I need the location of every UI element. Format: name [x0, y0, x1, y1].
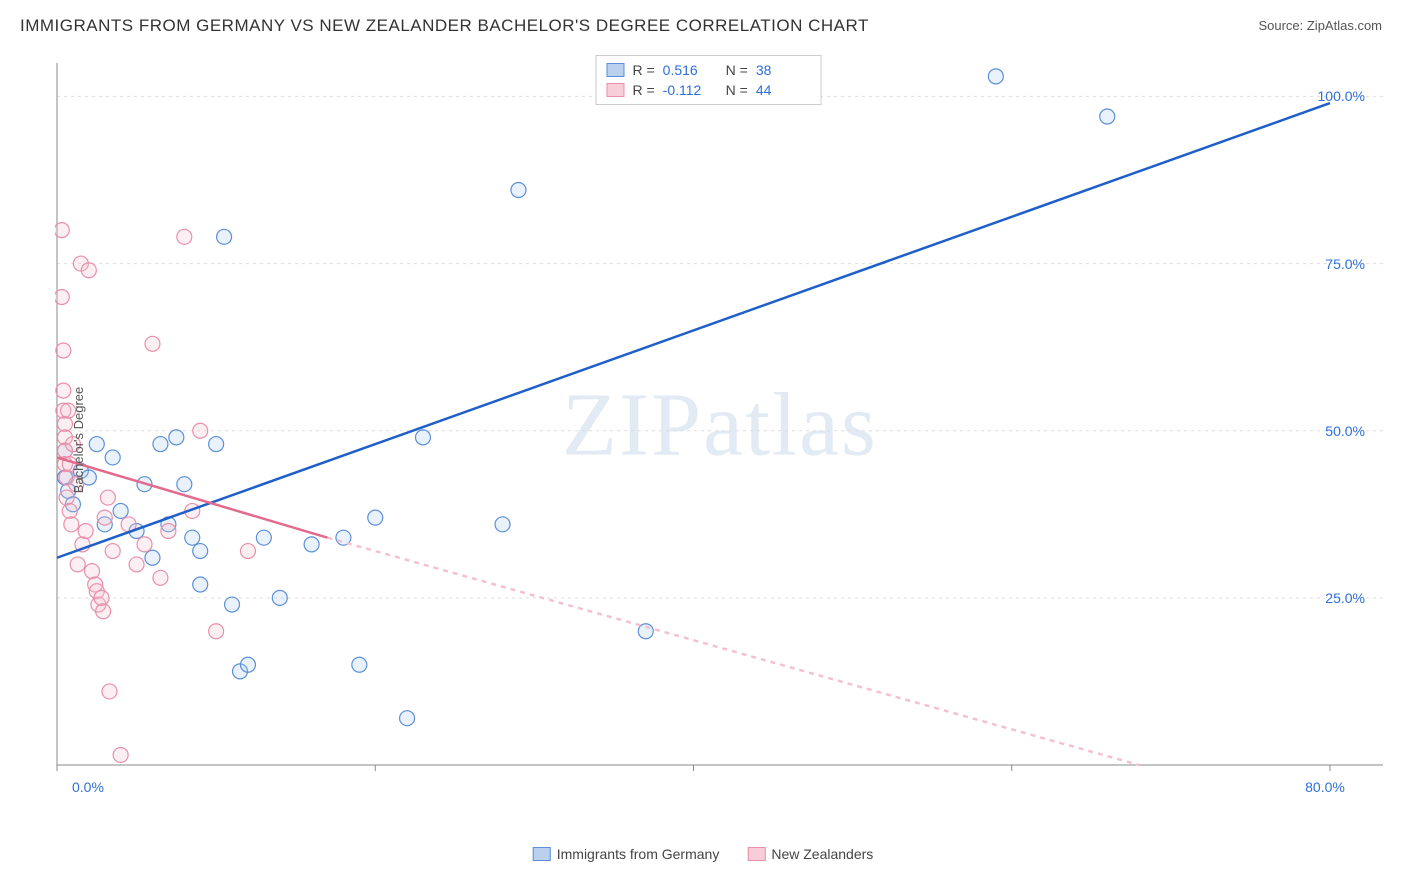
legend-stat-row: R = -0.112 N = 44 [606, 80, 810, 100]
r-value: 0.516 [663, 62, 718, 78]
legend-swatch [606, 63, 624, 77]
chart-area: ZIPatlas Bachelor's Degree R =0.516N =38… [55, 55, 1385, 825]
source-attribution: Source: ZipAtlas.com [1258, 18, 1382, 33]
n-value: 44 [756, 82, 811, 98]
legend-label: New Zealanders [771, 846, 873, 862]
y-tick-label: 100.0% [1318, 88, 1365, 104]
legend-item: Immigrants from Germany [533, 846, 720, 862]
chart-title: IMMIGRANTS FROM GERMANY VS NEW ZEALANDER… [20, 16, 869, 36]
n-label: N = [726, 82, 748, 98]
x-tick-label: 80.0% [1305, 779, 1345, 795]
y-tick-label: 75.0% [1325, 256, 1365, 272]
x-tick-label: 0.0% [72, 779, 104, 795]
n-label: N = [726, 62, 748, 78]
correlation-legend: R = 0.516 N = 38 R = -0.112 N = 44 [595, 55, 821, 105]
y-tick-label: 50.0% [1325, 423, 1365, 439]
legend-swatch [747, 847, 765, 861]
legend-swatch [533, 847, 551, 861]
series-legend: Immigrants from Germany New Zealanders [533, 846, 874, 862]
y-tick-label: 25.0% [1325, 590, 1365, 606]
scatter-plot [55, 55, 1385, 825]
r-label: R = [632, 82, 654, 98]
r-value: -0.112 [663, 82, 718, 98]
legend-swatch [606, 83, 624, 97]
n-value: 38 [756, 62, 811, 78]
y-axis-label: Bachelor's Degree [71, 387, 86, 494]
legend-stat-row: R = 0.516 N = 38 [606, 60, 810, 80]
legend-item: New Zealanders [747, 846, 873, 862]
legend-label: Immigrants from Germany [557, 846, 720, 862]
r-label: R = [632, 62, 654, 78]
